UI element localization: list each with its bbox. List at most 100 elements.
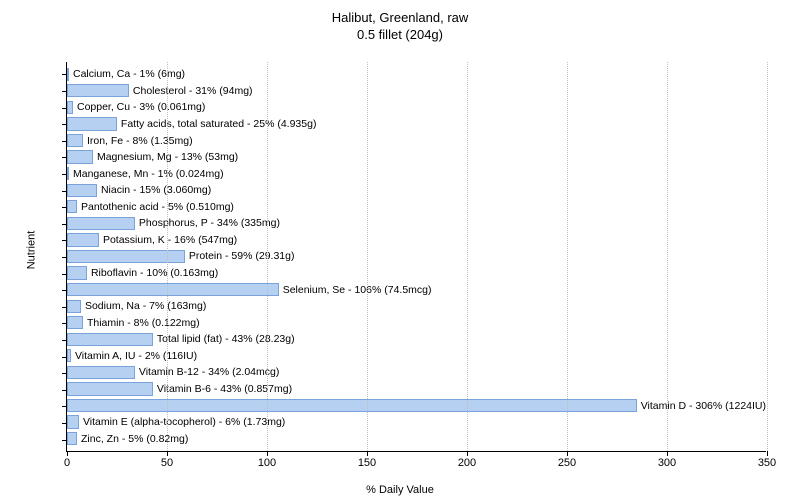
bar-row: Selenium, Se - 106% (74.5mcg) xyxy=(67,281,766,298)
bar-label: Selenium, Se - 106% (74.5mcg) xyxy=(279,284,432,296)
bar-label: Vitamin B-6 - 43% (0.857mg) xyxy=(153,383,292,395)
y-tick-mark xyxy=(62,274,67,275)
y-tick-mark xyxy=(62,290,67,291)
bar xyxy=(67,84,129,97)
bar-label: Protein - 59% (29.31g) xyxy=(185,250,295,262)
y-tick-mark xyxy=(62,340,67,341)
chart-title: Halibut, Greenland, raw 0.5 fillet (204g… xyxy=(0,10,800,44)
plot-area: Calcium, Ca - 1% (6mg)Cholesterol - 31% … xyxy=(66,62,766,452)
y-tick-mark xyxy=(62,423,67,424)
y-tick-mark xyxy=(62,224,67,225)
bar xyxy=(67,283,279,296)
x-tick-label: 200 xyxy=(447,451,487,469)
bar xyxy=(67,366,135,379)
chart-title-line2: 0.5 fillet (204g) xyxy=(0,27,800,44)
bar xyxy=(67,333,153,346)
y-tick-mark xyxy=(62,440,67,441)
x-tick-label: 100 xyxy=(247,451,287,469)
y-axis-label: Nutrient xyxy=(25,231,37,270)
gridline xyxy=(267,62,268,451)
y-tick-mark xyxy=(62,390,67,391)
bar xyxy=(67,217,135,230)
bar-row: Phosphorus, P - 34% (335mg) xyxy=(67,215,766,232)
bar-row: Vitamin A, IU - 2% (116IU) xyxy=(67,348,766,365)
bar xyxy=(67,117,117,130)
y-tick-mark xyxy=(62,373,67,374)
x-tick-label: 300 xyxy=(647,451,687,469)
x-tick-label: 50 xyxy=(147,451,187,469)
bar-label: Vitamin B-12 - 34% (2.04mcg) xyxy=(135,366,279,378)
bar-row: Thiamin - 8% (0.122mg) xyxy=(67,314,766,331)
y-tick-mark xyxy=(62,157,67,158)
x-axis-label: % Daily Value xyxy=(0,484,800,496)
bar-label: Sodium, Na - 7% (163mg) xyxy=(81,300,206,312)
y-tick-mark xyxy=(62,141,67,142)
bar-label: Potassium, K - 16% (547mg) xyxy=(99,234,237,246)
bar-label: Vitamin A, IU - 2% (116IU) xyxy=(71,350,197,362)
bar-label: Pantothenic acid - 5% (0.510mg) xyxy=(77,201,234,213)
bar-label: Thiamin - 8% (0.122mg) xyxy=(83,317,200,329)
bar-row: Protein - 59% (29.31g) xyxy=(67,248,766,265)
bar xyxy=(67,316,83,329)
bar-row: Zinc, Zn - 5% (0.82mg) xyxy=(67,430,766,447)
gridline xyxy=(367,62,368,451)
bar xyxy=(67,200,77,213)
bar-row: Iron, Fe - 8% (1.35mg) xyxy=(67,132,766,149)
bar-row: Vitamin E (alpha-tocopherol) - 6% (1.73m… xyxy=(67,414,766,431)
y-tick-mark xyxy=(62,323,67,324)
bar-label: Iron, Fe - 8% (1.35mg) xyxy=(83,135,193,147)
bar-row: Cholesterol - 31% (94mg) xyxy=(67,83,766,100)
bar-label: Copper, Cu - 3% (0.061mg) xyxy=(73,101,205,113)
bar-row: Vitamin B-12 - 34% (2.04mcg) xyxy=(67,364,766,381)
bar-row: Niacin - 15% (3.060mg) xyxy=(67,182,766,199)
bar xyxy=(67,415,79,428)
bar xyxy=(67,432,77,445)
bar xyxy=(67,266,87,279)
bar-row: Sodium, Na - 7% (163mg) xyxy=(67,298,766,315)
y-tick-mark xyxy=(62,357,67,358)
bar-row: Vitamin B-6 - 43% (0.857mg) xyxy=(67,381,766,398)
nutrient-chart: Halibut, Greenland, raw 0.5 fillet (204g… xyxy=(0,0,800,500)
chart-title-line1: Halibut, Greenland, raw xyxy=(0,10,800,27)
gridline xyxy=(167,62,168,451)
bar-label: Fatty acids, total saturated - 25% (4.93… xyxy=(117,118,317,130)
x-tick-label: 250 xyxy=(547,451,587,469)
y-tick-mark xyxy=(62,108,67,109)
bar-label: Vitamin D - 306% (1224IU) xyxy=(637,400,766,412)
bar-row: Manganese, Mn - 1% (0.024mg) xyxy=(67,165,766,182)
x-tick-label: 0 xyxy=(47,451,87,469)
y-tick-mark xyxy=(62,91,67,92)
y-tick-mark xyxy=(62,207,67,208)
bar-row: Total lipid (fat) - 43% (28.23g) xyxy=(67,331,766,348)
gridline xyxy=(767,62,768,451)
bars-container: Calcium, Ca - 1% (6mg)Cholesterol - 31% … xyxy=(67,66,766,447)
y-tick-mark xyxy=(62,257,67,258)
gridline xyxy=(567,62,568,451)
gridline xyxy=(667,62,668,451)
y-tick-mark xyxy=(62,174,67,175)
bar xyxy=(67,134,83,147)
bar-label: Vitamin E (alpha-tocopherol) - 6% (1.73m… xyxy=(79,416,285,428)
bar xyxy=(67,184,97,197)
y-tick-mark xyxy=(62,191,67,192)
bar-label: Zinc, Zn - 5% (0.82mg) xyxy=(77,433,188,445)
y-tick-mark xyxy=(62,406,67,407)
bar xyxy=(67,399,637,412)
bar-row: Fatty acids, total saturated - 25% (4.93… xyxy=(67,116,766,133)
bar-row: Calcium, Ca - 1% (6mg) xyxy=(67,66,766,83)
bar-label: Phosphorus, P - 34% (335mg) xyxy=(135,217,280,229)
bar-row: Vitamin D - 306% (1224IU) xyxy=(67,397,766,414)
bar xyxy=(67,150,93,163)
y-tick-mark xyxy=(62,307,67,308)
bar-row: Potassium, K - 16% (547mg) xyxy=(67,232,766,249)
bar-label: Riboflavin - 10% (0.163mg) xyxy=(87,267,218,279)
bar xyxy=(67,382,153,395)
bar xyxy=(67,233,99,246)
y-tick-mark xyxy=(62,74,67,75)
bar xyxy=(67,300,81,313)
bar-row: Copper, Cu - 3% (0.061mg) xyxy=(67,99,766,116)
bar-row: Riboflavin - 10% (0.163mg) xyxy=(67,265,766,282)
gridline xyxy=(467,62,468,451)
bar-label: Magnesium, Mg - 13% (53mg) xyxy=(93,151,238,163)
y-tick-mark xyxy=(62,124,67,125)
